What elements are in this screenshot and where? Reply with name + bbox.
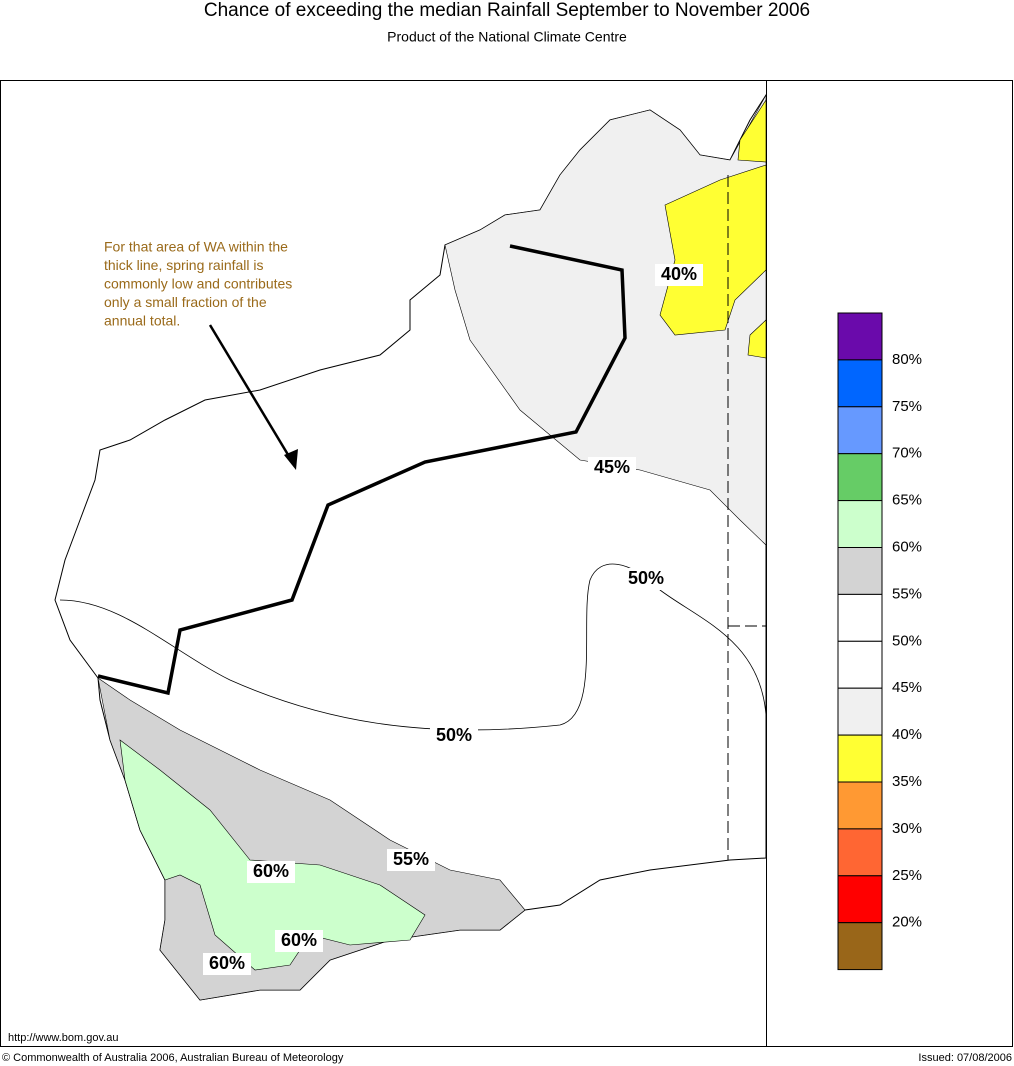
contour-label-bg bbox=[655, 264, 703, 286]
annotation-line: thick line, spring rainfall is bbox=[104, 257, 264, 273]
legend-label: 70% bbox=[892, 445, 922, 462]
contour-label-bg bbox=[247, 861, 295, 883]
legend-swatch bbox=[837, 828, 883, 877]
legend-swatch bbox=[837, 687, 883, 736]
legend-label: 35% bbox=[892, 773, 922, 790]
annotation-line: For that area of WA within the bbox=[104, 239, 288, 255]
legend-label: 75% bbox=[892, 398, 922, 415]
annotation: For that area of WA within the thick line… bbox=[104, 239, 292, 329]
region-35-40 bbox=[737, 98, 767, 163]
legend-swatch bbox=[837, 734, 883, 783]
contour-label: 40% bbox=[661, 264, 697, 284]
legend-label: 40% bbox=[892, 726, 922, 743]
contour-50 bbox=[59, 563, 767, 731]
map-frame bbox=[0, 80, 1013, 1047]
legend-swatch bbox=[837, 547, 883, 595]
legend-label: 80% bbox=[892, 351, 922, 368]
legend-swatch bbox=[837, 359, 883, 408]
legend-swatch bbox=[837, 312, 883, 361]
legend-swatch bbox=[837, 875, 883, 924]
legend-swatch bbox=[837, 406, 883, 455]
legend-label: 30% bbox=[892, 820, 922, 837]
legend-label: 65% bbox=[892, 492, 922, 509]
annotation-line: only a small fraction of the bbox=[104, 294, 267, 310]
legend-swatch bbox=[837, 640, 883, 689]
contour-label-bg bbox=[622, 568, 670, 590]
arrow-shaft bbox=[208, 324, 295, 464]
contour-label: 60% bbox=[209, 953, 245, 973]
contour-label: 50% bbox=[628, 568, 664, 588]
legend-swatch bbox=[837, 922, 883, 971]
issued-date: Issued: 07/08/2006 bbox=[918, 1052, 1012, 1064]
contour-label: 50% bbox=[436, 725, 472, 745]
contour-label-bg bbox=[430, 725, 478, 747]
legend-label: 25% bbox=[892, 867, 922, 884]
region-35-40 bbox=[747, 319, 767, 359]
contour-label: 60% bbox=[253, 861, 289, 881]
contour-label: 45% bbox=[594, 457, 630, 477]
annotation-line: annual total. bbox=[104, 313, 180, 329]
thick-boundary bbox=[97, 244, 627, 696]
contour-label-bg bbox=[203, 953, 251, 975]
contour-label-bg bbox=[387, 849, 435, 871]
contour-label: 55% bbox=[393, 849, 429, 869]
legend-swatch bbox=[837, 593, 883, 642]
legend-label: 20% bbox=[892, 914, 922, 931]
source-url: http://www.bom.gov.au bbox=[8, 1032, 118, 1044]
legend-label: 55% bbox=[892, 585, 922, 602]
legend-label: 45% bbox=[892, 679, 922, 696]
legend-swatch bbox=[837, 500, 883, 549]
subtitle: Product of the National Climate Centre bbox=[387, 29, 627, 45]
legend-label: 50% bbox=[892, 632, 922, 649]
annotation-line: commonly low and contributes bbox=[104, 276, 292, 292]
contour-labels: 40% 45% 50% 50% 55% 60% 60% 60% bbox=[203, 264, 703, 975]
contour-label: 60% bbox=[281, 930, 317, 950]
legend-swatch bbox=[837, 781, 883, 830]
legend: 80% 75% 70% 65% 60% 55% 50% 45% 40% 35% 30% 25% 20% bbox=[837, 312, 922, 971]
legend-swatch bbox=[837, 453, 883, 502]
title: Chance of exceeding the median Rainfall … bbox=[204, 0, 810, 21]
state-border bbox=[727, 175, 766, 860]
contour-label-bg bbox=[275, 930, 323, 952]
arrow-head bbox=[284, 449, 298, 470]
region-35-40 bbox=[659, 164, 767, 336]
contour-label-bg bbox=[588, 457, 636, 479]
land bbox=[54, 93, 767, 1001]
legend-label: 60% bbox=[892, 538, 922, 555]
copyright: © Commonwealth of Australia 2006, Austra… bbox=[2, 1052, 344, 1064]
